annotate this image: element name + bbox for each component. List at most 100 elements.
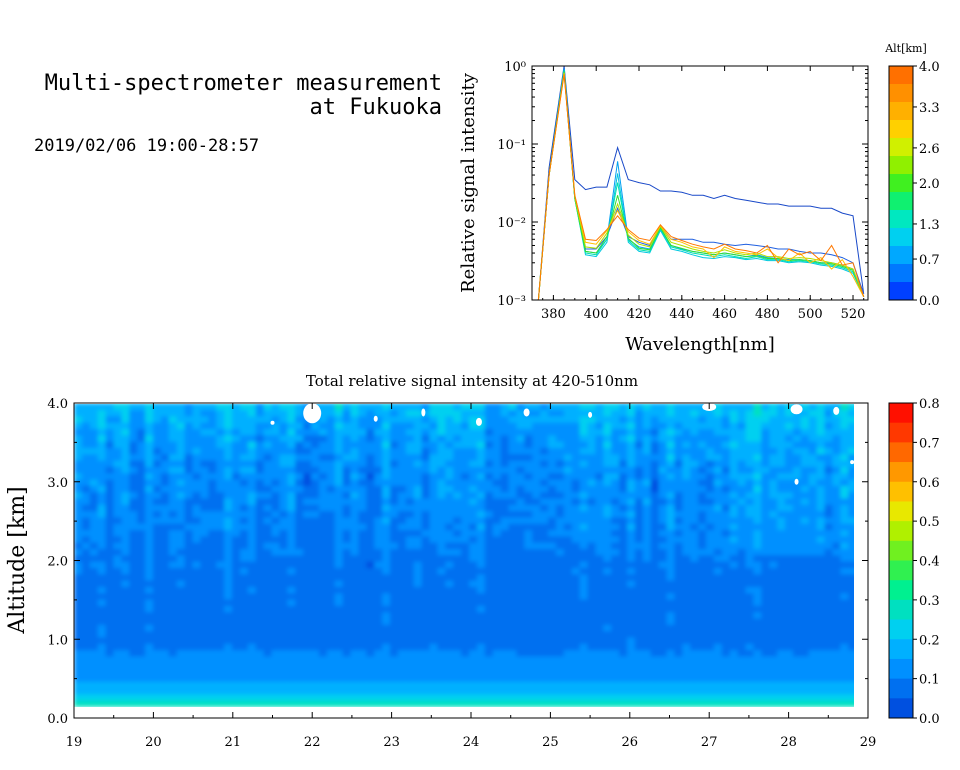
heatmap-cell: [729, 636, 739, 644]
heatmap-cell: [461, 478, 470, 486]
heatmap-cell: [358, 440, 368, 449]
heatmap-cell: [358, 636, 368, 644]
heatmap-cell: [176, 535, 186, 543]
heatmap-cell: [484, 693, 494, 701]
heatmap-cell: [342, 560, 352, 569]
heatmap-cell: [382, 567, 391, 575]
heatmap-cell: [808, 535, 818, 543]
heatmap-cell: [603, 687, 613, 695]
heatmap-cell: [832, 421, 842, 430]
heatmap-cell: [390, 516, 399, 524]
heatmap-cell: [121, 504, 131, 512]
heatmap-cell: [824, 523, 834, 531]
heatmap-cell: [532, 523, 541, 531]
heatmap-cell: [595, 687, 605, 695]
heatmap-cell: [397, 630, 407, 638]
heatmap-cell: [785, 693, 794, 701]
heatmap-cell: [350, 466, 360, 474]
heatmap-cell: [800, 579, 810, 587]
heatmap-cell: [658, 529, 668, 537]
heatmap-cell: [808, 510, 818, 518]
heatmap-cell: [500, 548, 510, 556]
heatmap-cell: [816, 560, 826, 569]
heatmap-cell: [516, 605, 526, 613]
spectrum-series-1: [537, 67, 865, 301]
heatmap-cell: [627, 636, 636, 644]
heatmap-cell: [848, 693, 854, 701]
heatmap-cell: [792, 668, 802, 676]
heatmap-cell: [318, 447, 328, 455]
heatmap-field: [74, 404, 865, 707]
heatmap-cell: [666, 459, 676, 467]
heatmap-cell: [137, 453, 146, 461]
heatmap-cell: [469, 404, 478, 411]
spectrum-y-tick-label: 10⁻¹: [497, 138, 526, 153]
heatmap-cell: [358, 655, 368, 663]
spectrum-series-0: [537, 65, 865, 301]
heatmap-cell: [563, 624, 573, 632]
heatmap-cell: [295, 611, 304, 619]
heatmap-cell: [548, 573, 557, 581]
heatmap-cell: [469, 579, 478, 587]
heatmap-cell: [168, 428, 178, 436]
heatmap-cell: [785, 440, 794, 449]
heatmap-cell: [682, 674, 692, 682]
heatmap-cell: [856, 422, 865, 429]
heatmap-cell: [129, 459, 138, 467]
heatmap-cell: [461, 636, 470, 644]
heatmap-cell: [856, 542, 865, 549]
heatmap-cell: [642, 541, 652, 550]
heatmap-cell: [587, 687, 597, 695]
heatmap-cell: [461, 510, 470, 518]
heatmap-cell: [397, 687, 407, 695]
heatmap-cell: [326, 529, 336, 537]
heatmap-cell: [113, 567, 123, 575]
heatmap-cell: [634, 516, 644, 524]
heatmap-cell: [263, 624, 273, 632]
heatmap-cell: [579, 529, 589, 537]
heatmap-cell: [263, 649, 273, 657]
heatmap-cell: [437, 434, 447, 442]
heatmap-cell: [619, 434, 628, 442]
heatmap-cell: [374, 523, 383, 531]
heatmap-cell: [326, 624, 336, 632]
heatmap-cell: [571, 567, 581, 575]
heatmap-cell: [208, 535, 218, 543]
heatmap-cell: [397, 617, 407, 625]
heatmap-cell: [698, 605, 707, 613]
heatmap-cell: [350, 674, 360, 682]
heatmap-cell: [413, 485, 423, 493]
heatmap-cell: [713, 510, 723, 518]
heatmap-cell: [666, 649, 676, 657]
heatmap-cell: [184, 687, 194, 695]
heatmap-cell: [113, 586, 123, 594]
heatmap-cell: [216, 674, 225, 682]
heatmap-cell: [658, 478, 668, 486]
heatmap-cell: [137, 655, 146, 663]
heatmap-cell: [785, 674, 794, 682]
heatmap-cell: [405, 529, 415, 537]
heatmap-cell: [563, 687, 573, 695]
heatmap-cell: [682, 598, 692, 606]
heatmap-cell: [666, 661, 676, 670]
heatmap-cell: [366, 649, 376, 657]
heatmap-cell: [666, 447, 676, 455]
heatmap-cell: [500, 655, 510, 663]
heatmap-cell: [382, 693, 391, 701]
heatmap-cell: [548, 421, 557, 430]
heatmap-cell: [342, 421, 352, 430]
heatmap-cell: [342, 680, 352, 689]
heatmap-cell: [271, 404, 281, 411]
heatmap-cell: [350, 554, 360, 562]
heatmap-cell: [176, 548, 186, 556]
heatmap-cell: [413, 434, 423, 442]
heatmap-cell: [666, 624, 676, 632]
heatmap-cell: [737, 579, 747, 587]
heatmap-cell: [216, 554, 225, 562]
heatmap-cell: [303, 617, 312, 625]
heatmap-cell: [698, 598, 707, 606]
heatmap-cell: [745, 554, 755, 562]
heatmap-cell: [74, 459, 83, 467]
heatmap-cell: [374, 680, 383, 689]
heatmap-cell: [611, 415, 620, 423]
